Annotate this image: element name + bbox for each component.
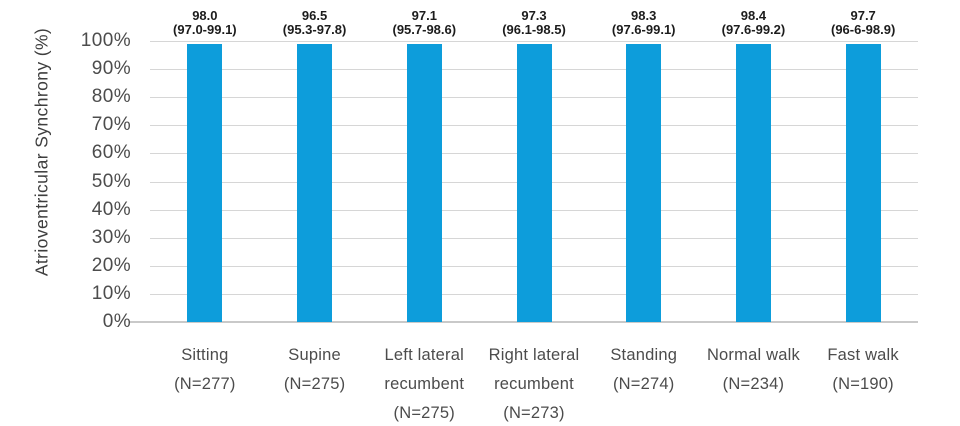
y-tick-label: 20% — [91, 254, 131, 276]
bar — [516, 44, 552, 322]
bar-value-label: 98.4 — [740, 8, 767, 23]
bar-ci-label: (97.6-99.1) — [611, 22, 676, 37]
bar-ci-label: (96.1-98.5) — [502, 22, 566, 37]
y-tick-label: 30% — [91, 226, 131, 248]
y-tick-label: 50% — [91, 170, 131, 192]
bar — [845, 44, 881, 322]
bar-ci-label: (96-6-98.9) — [830, 22, 896, 37]
y-tick-label: 10% — [91, 282, 131, 304]
x-category-label: Sitting (N=277) — [174, 346, 236, 393]
bar — [187, 44, 223, 322]
bar — [406, 44, 442, 322]
x-category-label: Supine (N=275) — [283, 346, 346, 393]
bar-ci-label: (95.7-98.6) — [392, 22, 457, 37]
x-category-label: Right lateral recumbent (N=273) — [488, 346, 580, 422]
bar — [297, 44, 333, 322]
y-tick-label: 40% — [91, 198, 131, 220]
bar-value-label: 98.0 — [192, 8, 218, 23]
bar — [626, 44, 662, 322]
y-tick-label: 0% — [102, 311, 131, 332]
bar-ci-label: (95.3-97.8) — [282, 22, 347, 37]
bar-ci-label: (97.6-99.2) — [721, 22, 786, 37]
y-tick-label: 70% — [91, 114, 131, 136]
y-axis-title: Atrioventricular Synchrony (%) — [31, 27, 52, 277]
x-category-label: Normal walk (N=234) — [706, 346, 800, 393]
x-category-label: Left lateral recumbent (N=275) — [384, 346, 465, 422]
y-tick-label: 90% — [91, 58, 131, 80]
y-tick-label: 80% — [91, 86, 131, 108]
x-category-label: Standing (N=274) — [610, 346, 678, 393]
x-axis-baseline — [129, 321, 918, 323]
bar — [735, 44, 771, 322]
bar-value-label: 98.3 — [631, 8, 657, 23]
x-category-label: Fast walk (N=190) — [827, 346, 899, 393]
y-tick-label: 60% — [91, 142, 131, 164]
bar-value-label: 97.7 — [850, 8, 876, 23]
gridline — [150, 41, 918, 42]
bar-value-label: 96.5 — [301, 8, 328, 23]
bar-ci-label: (97.0-99.1) — [173, 22, 237, 37]
y-tick-label: 100% — [80, 30, 131, 51]
bar-value-label: 97.3 — [521, 8, 547, 23]
bar-value-label: 97.1 — [411, 8, 437, 23]
